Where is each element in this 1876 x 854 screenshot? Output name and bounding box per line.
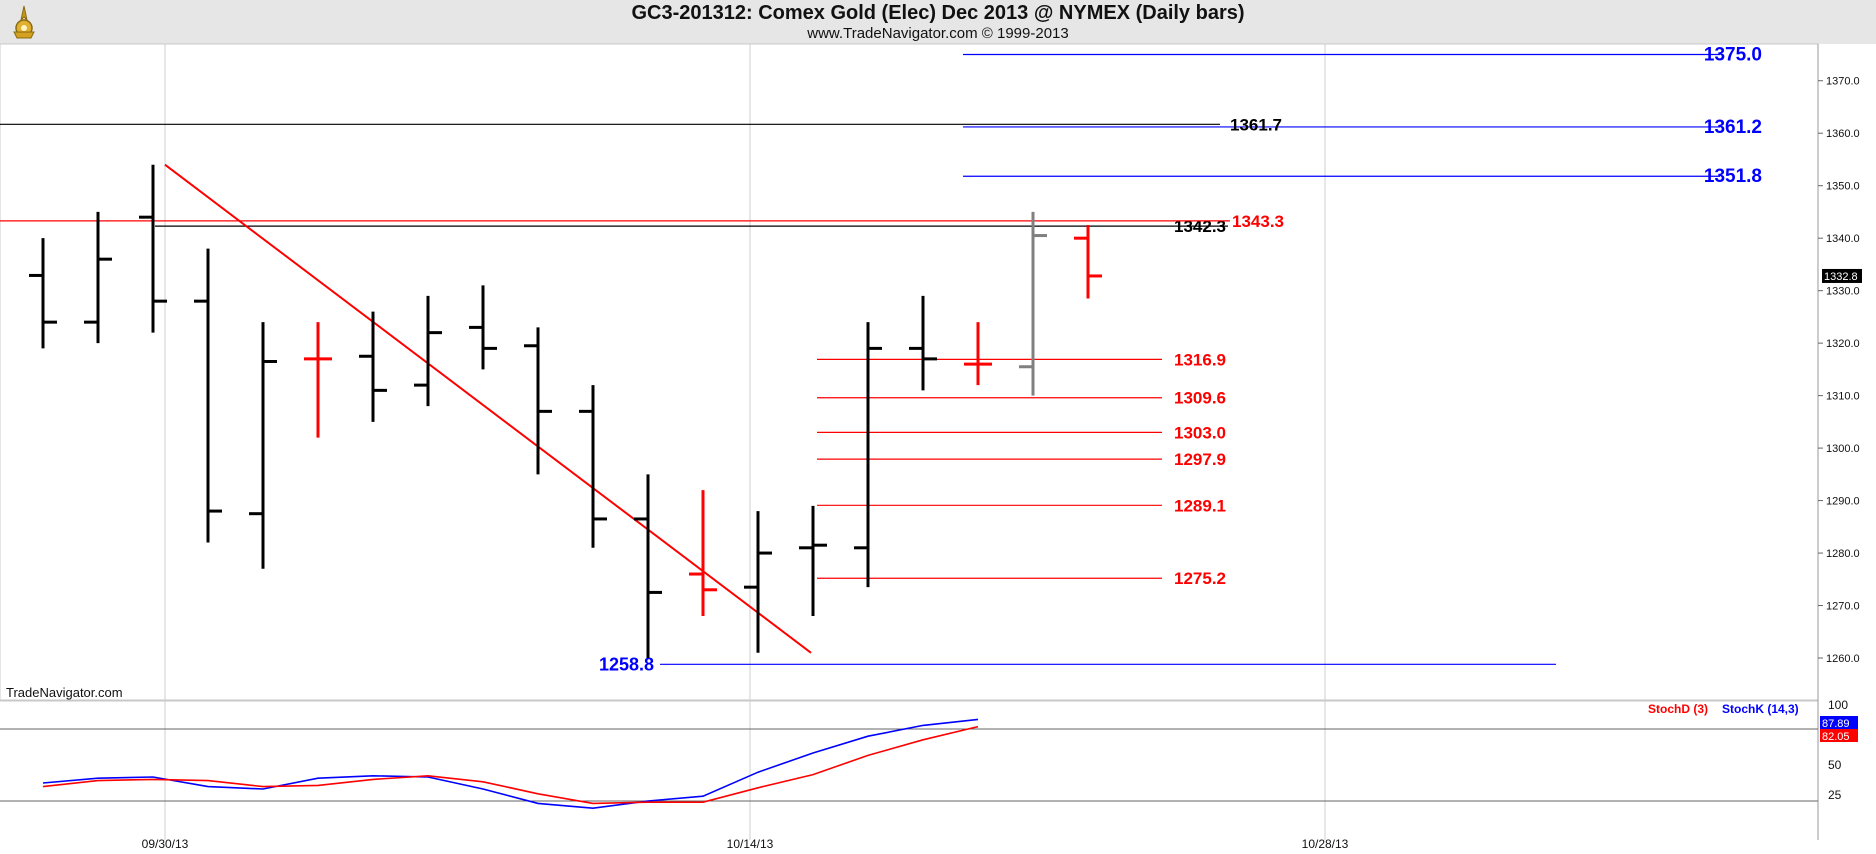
price-panel-frame [0,43,1819,701]
level-label: 1258.8 [599,654,654,674]
stoch-value-badge [1820,729,1858,742]
ohlc-bar [359,311,387,422]
level-label: 1361.7 [1230,115,1282,134]
stoch-value-badge [1820,716,1858,729]
x-tick-label: 10/28/13 [1302,837,1349,851]
stoch-value-label: 87.89 [1822,718,1850,730]
ohlc-bar [689,490,717,617]
ohlc-bar [139,164,167,333]
ohlc-bar [194,248,222,543]
chart-title: GC3-201312: Comex Gold (Elec) Dec 2013 @… [631,2,1245,24]
axes-layer: 09/30/13 10/14/13 10/28/13 1370.0 1360.0 1350… [142,76,1862,851]
price-bars-layer [29,164,1102,659]
stoch-tick-label: 25 [1828,788,1842,802]
y-tick-label: 1360.0 [1826,128,1860,140]
level-label: 1361.2 [1704,117,1762,138]
stoch-value-label: 82.05 [1822,731,1850,743]
stoch-series-stochk [42,718,979,810]
header-bar [0,0,1876,44]
ohlc-bar [909,295,937,391]
ohlc-bar [469,285,497,370]
ohlc-bar [964,322,992,386]
ohlc-bar [84,211,112,344]
last-price-badge [1822,268,1862,283]
ohlc-bar [634,474,662,659]
stochastic-layer: StochD (3) StochK (14,3) [0,702,1818,810]
y-tick-label: 1260.0 [1826,653,1860,665]
level-label: 1375.0 [1704,44,1762,65]
watermark: TradeNavigator.com [6,685,123,700]
tradenavigator-logo-icon [13,5,35,39]
stoch-legend-item: StochD (3) [1648,702,1708,716]
last-price-label: 1332.8 [1824,271,1858,283]
ohlc-bar [579,385,607,548]
stoch-tick-label: 100 [1828,698,1848,712]
chart-subtitle: www.TradeNavigator.com © 1999-2013 [807,25,1069,42]
y-tick-label: 1280.0 [1826,548,1860,560]
ohlc-bar [249,322,277,569]
x-tick-label: 10/14/13 [727,837,774,851]
y-tick-label: 1310.0 [1826,391,1860,403]
ohlc-bar [744,511,772,653]
y-tick-label: 1340.0 [1826,233,1860,245]
level-label: 1351.8 [1704,166,1762,187]
stoch-legend-item: StochK (14,3) [1722,702,1799,716]
y-tick-label: 1330.0 [1826,286,1860,298]
ohlc-bar [1074,225,1102,299]
level-label: 1342.3 [1174,217,1226,236]
x-tick-label: 09/30/13 [142,837,189,851]
level-label: 1303.0 [1174,423,1226,442]
ohlc-bar [414,295,442,407]
y-tick-label: 1300.0 [1826,443,1860,455]
ohlc-bar [1019,211,1047,396]
level-label: 1297.9 [1174,450,1226,469]
y-tick-label: 1270.0 [1826,601,1860,613]
ohlc-bar [29,238,57,349]
level-label: 1289.1 [1174,496,1226,515]
y-tick-label: 1370.0 [1826,76,1860,88]
stoch-tick-label: 50 [1828,758,1842,772]
ohlc-bar [304,322,332,438]
level-label: 1309.6 [1174,389,1226,408]
stoch-series-stochd [42,725,979,805]
y-tick-label: 1320.0 [1826,338,1860,350]
level-label: 1343.3 [1232,212,1284,231]
level-label: 1316.9 [1174,350,1226,369]
y-tick-label: 1290.0 [1826,496,1860,508]
ohlc-bar [854,322,882,588]
ohlc-bar [799,505,827,617]
level-label: 1275.2 [1174,569,1226,588]
y-tick-label: 1350.0 [1826,181,1860,193]
grid-layer [0,43,1819,840]
ohlc-bar [524,327,552,475]
